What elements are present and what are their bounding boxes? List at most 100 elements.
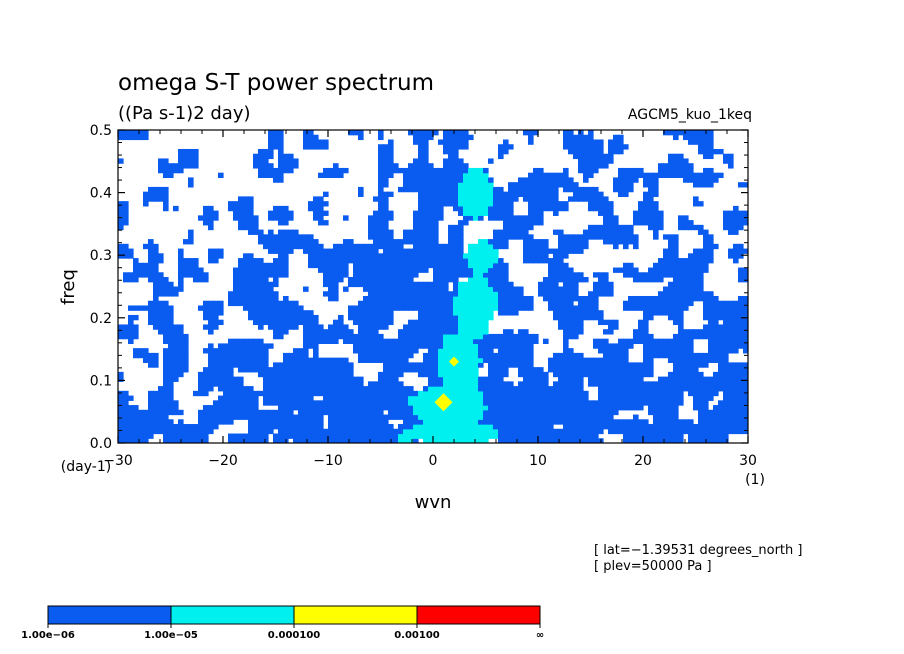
contour-cell bbox=[648, 305, 654, 311]
contour-cell bbox=[588, 163, 594, 169]
contour-cell bbox=[253, 352, 259, 359]
contour-cell bbox=[528, 134, 534, 141]
contour-cell bbox=[423, 400, 429, 406]
contour-cell bbox=[698, 357, 704, 363]
contour-cell bbox=[638, 386, 644, 392]
contour-cell bbox=[678, 158, 684, 164]
contour-cell bbox=[443, 286, 449, 292]
contour-cell bbox=[603, 215, 609, 221]
contour-cell bbox=[468, 381, 474, 387]
contour-cell bbox=[548, 182, 554, 188]
contour-cell bbox=[433, 224, 439, 231]
contour-cell bbox=[433, 419, 439, 425]
contour-cell bbox=[428, 215, 434, 221]
contour-cell bbox=[633, 338, 639, 345]
contour-cell bbox=[243, 343, 249, 349]
contour-cell bbox=[688, 172, 694, 179]
contour-cell bbox=[203, 381, 209, 387]
contour-cell bbox=[358, 310, 364, 316]
contour-cell bbox=[618, 371, 624, 378]
contour-cell bbox=[588, 362, 594, 368]
contour-cell bbox=[678, 352, 684, 359]
contour-cell bbox=[303, 376, 309, 382]
contour-cell bbox=[433, 324, 439, 330]
contour-cell bbox=[173, 352, 179, 359]
contour-cell bbox=[328, 272, 334, 278]
contour-cell bbox=[503, 381, 509, 387]
contour-cell bbox=[623, 438, 629, 443]
contour-cell bbox=[308, 414, 314, 420]
contour-cell bbox=[403, 234, 409, 240]
contour-cell bbox=[153, 243, 159, 250]
contour-cell bbox=[128, 272, 134, 278]
contour-cell bbox=[403, 419, 409, 425]
contour-cell bbox=[578, 134, 584, 141]
contour-cell bbox=[278, 167, 284, 174]
contour-cell bbox=[308, 405, 314, 411]
contour-cell bbox=[628, 424, 634, 430]
contour-cell bbox=[443, 414, 449, 420]
contour-cell bbox=[413, 220, 419, 226]
contour-cell bbox=[193, 262, 199, 269]
contour-cell bbox=[343, 286, 349, 292]
contour-cell bbox=[448, 163, 454, 169]
contour-cell bbox=[373, 239, 379, 245]
contour-cell bbox=[443, 390, 449, 397]
contour-cell bbox=[343, 395, 349, 401]
contour-cell bbox=[233, 381, 239, 387]
contour-cell bbox=[293, 234, 299, 240]
contour-cell bbox=[463, 262, 469, 269]
contour-cell bbox=[383, 310, 389, 316]
contour-cell bbox=[313, 405, 319, 411]
contour-cell bbox=[443, 130, 449, 136]
contour-cell bbox=[388, 243, 394, 250]
contour-cell bbox=[433, 428, 439, 435]
contour-cell bbox=[653, 262, 659, 269]
contour-cell bbox=[373, 243, 379, 250]
contour-cell bbox=[568, 291, 574, 297]
contour-cell bbox=[173, 333, 179, 340]
contour-cell bbox=[463, 319, 469, 326]
contour-cell bbox=[593, 139, 599, 145]
contour-cell bbox=[728, 395, 734, 401]
contour-cell bbox=[413, 343, 419, 349]
contour-cell bbox=[488, 371, 494, 378]
contour-cell bbox=[558, 433, 564, 439]
contour-cell bbox=[203, 405, 209, 411]
contour-cell bbox=[733, 400, 739, 406]
contour-cell bbox=[358, 191, 364, 197]
contour-cell bbox=[588, 205, 594, 212]
contour-cell bbox=[453, 148, 459, 155]
contour-cell bbox=[498, 390, 504, 397]
contour-cell bbox=[623, 362, 629, 368]
contour-cell bbox=[148, 400, 154, 406]
contour-cell bbox=[413, 438, 419, 443]
contour-cell bbox=[128, 419, 134, 425]
contour-cell bbox=[338, 414, 344, 420]
contour-cell bbox=[443, 167, 449, 174]
contour-cell bbox=[618, 386, 624, 392]
contour-cell bbox=[238, 343, 244, 349]
contour-cell bbox=[283, 381, 289, 387]
contour-cell bbox=[163, 324, 169, 330]
contour-cell bbox=[508, 215, 514, 221]
contour-cell bbox=[568, 348, 574, 354]
contour-cell bbox=[288, 376, 294, 382]
contour-cell bbox=[673, 239, 679, 245]
contour-cell bbox=[298, 239, 304, 245]
contour-cell bbox=[653, 352, 659, 359]
contour-cell bbox=[678, 390, 684, 397]
contour-cell bbox=[728, 348, 734, 354]
contour-cell bbox=[703, 229, 709, 235]
contour-cell bbox=[168, 400, 174, 406]
contour-cell bbox=[298, 305, 304, 311]
contour-cell bbox=[403, 172, 409, 179]
contour-cell bbox=[743, 428, 748, 435]
contour-cell bbox=[353, 400, 359, 406]
contour-cell bbox=[548, 196, 554, 202]
contour-cell bbox=[738, 215, 744, 221]
contour-cell bbox=[483, 324, 489, 330]
contour-cell bbox=[478, 395, 484, 401]
contour-cell bbox=[518, 329, 524, 335]
contour-cell bbox=[148, 390, 154, 397]
